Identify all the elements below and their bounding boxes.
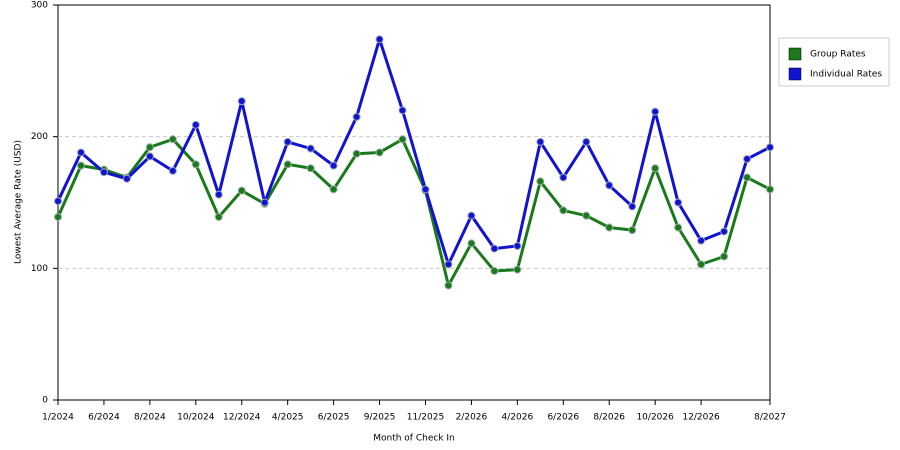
data-point: [513, 265, 522, 274]
x-tick-label: 9/2025: [364, 413, 396, 423]
x-tick-label: 4/2025: [272, 413, 304, 423]
data-point: [559, 206, 568, 215]
legend-swatch: [788, 47, 802, 61]
x-tick-label: 11/2025: [407, 413, 444, 423]
x-tick-label: 6/2025: [318, 413, 350, 423]
data-point: [605, 181, 614, 190]
data-point: [513, 241, 522, 250]
data-point: [444, 260, 453, 269]
data-point: [766, 143, 774, 152]
data-point: [398, 106, 407, 115]
data-point: [467, 239, 476, 248]
data-point: [398, 135, 407, 144]
data-point: [490, 266, 499, 275]
data-point: [122, 174, 131, 183]
data-point: [283, 137, 292, 146]
x-tick-label: 12/2024: [223, 413, 261, 423]
data-point: [536, 177, 545, 186]
data-point: [145, 143, 154, 152]
data-point: [674, 223, 683, 232]
data-point: [237, 97, 246, 106]
x-tick-label: 2/2026: [456, 413, 488, 423]
data-point: [99, 168, 108, 177]
x-tick-label: 4/2026: [502, 413, 534, 423]
data-point: [375, 148, 384, 157]
data-point: [605, 223, 614, 232]
data-point: [375, 35, 384, 44]
data-point: [237, 186, 246, 195]
data-point: [145, 152, 154, 161]
data-point: [306, 144, 315, 153]
data-point: [76, 148, 85, 157]
data-point: [76, 161, 85, 170]
data-point: [559, 173, 568, 182]
data-point: [582, 211, 591, 220]
x-tick-label: 8/2027: [754, 413, 786, 423]
data-point: [168, 135, 177, 144]
y-tick-label: 0: [42, 396, 48, 406]
data-point: [260, 198, 269, 207]
data-point: [651, 164, 660, 173]
data-point: [628, 226, 637, 235]
legend-label: Individual Rates: [810, 70, 882, 80]
y-tick-label: 300: [31, 1, 48, 11]
data-point: [168, 166, 177, 175]
data-point: [329, 161, 338, 170]
x-tick-label: 6/2026: [547, 413, 579, 423]
data-point: [444, 281, 453, 290]
y-tick-label: 100: [31, 264, 48, 274]
data-point: [743, 173, 752, 182]
x-tick-label: 12/2026: [682, 413, 720, 423]
data-point: [582, 137, 591, 146]
legend-swatch: [788, 67, 802, 81]
data-point: [421, 185, 430, 194]
data-point: [214, 212, 223, 221]
x-tick-label: 10/2024: [177, 413, 215, 423]
data-point: [191, 120, 200, 129]
data-point: [720, 252, 729, 261]
data-point: [283, 160, 292, 169]
data-point: [697, 236, 706, 245]
data-point: [628, 202, 637, 211]
data-point: [743, 155, 752, 164]
data-point: [674, 198, 683, 207]
series-line: [56, 37, 771, 266]
y-tick-label: 200: [31, 132, 48, 142]
series-line: [56, 137, 771, 287]
x-tick-label: 8/2024: [134, 413, 166, 423]
data-point: [54, 197, 62, 206]
data-point: [651, 107, 660, 116]
plot-frame: [57, 4, 771, 401]
y-axis-label: Lowest Average Rate (USD): [14, 140, 24, 264]
x-tick-label: 10/2026: [636, 413, 674, 423]
data-point: [214, 190, 223, 199]
legend-label: Group Rates: [810, 50, 866, 60]
data-point: [352, 149, 361, 158]
data-point: [54, 212, 62, 221]
x-tick-label: 8/2026: [593, 413, 625, 423]
data-point: [306, 164, 315, 173]
x-tick-label: 6/2024: [88, 413, 120, 423]
data-point: [467, 211, 476, 220]
data-point: [766, 185, 774, 194]
data-point: [191, 160, 200, 169]
data-point: [536, 137, 545, 146]
x-axis-label: Month of Check In: [373, 434, 455, 444]
data-point: [720, 227, 729, 236]
x-tick-label: 1/2024: [42, 413, 74, 423]
data-point: [329, 185, 338, 194]
data-point: [697, 260, 706, 269]
data-point: [490, 244, 499, 253]
data-point: [352, 112, 361, 121]
